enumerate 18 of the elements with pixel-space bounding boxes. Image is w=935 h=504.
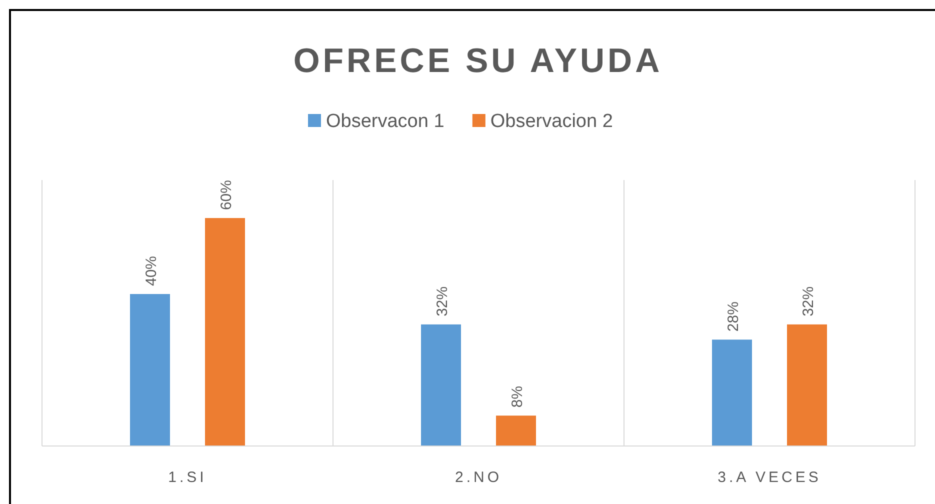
x-tick-label: 2.NO — [454, 469, 502, 486]
bar — [787, 324, 827, 446]
bar — [496, 416, 536, 446]
data-label: 60% — [218, 180, 235, 210]
data-label: 8% — [509, 386, 526, 408]
data-label: 32% — [434, 286, 451, 316]
bar — [130, 294, 170, 446]
data-label: 32% — [800, 286, 817, 316]
data-label: 28% — [725, 302, 742, 332]
x-tick-label: 1.SI — [168, 469, 207, 486]
bar — [205, 218, 245, 446]
legend-label: Observacion 2 — [490, 111, 613, 132]
bar — [421, 324, 461, 446]
legend-label: Observacon 1 — [326, 111, 444, 132]
chart-title: OFRECE SU AYUDA — [293, 42, 663, 80]
data-label: 40% — [143, 256, 160, 286]
x-tick-label: 3.A VECES — [718, 469, 822, 486]
bar — [712, 340, 752, 446]
